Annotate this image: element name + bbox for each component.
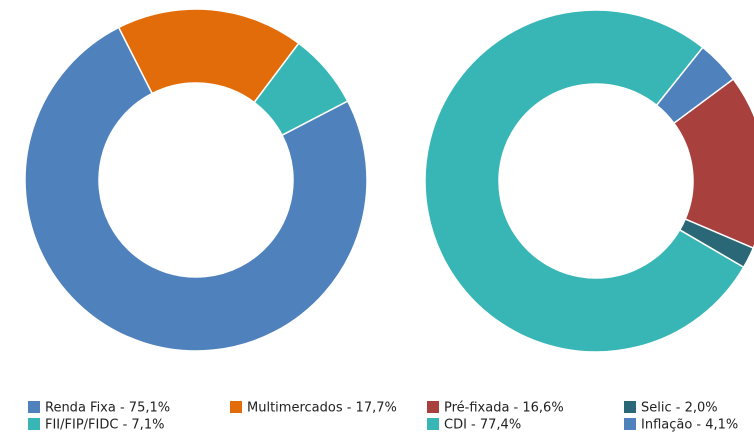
legend-label: Multimercados - 17,7% [247,401,397,416]
legend-label: Pré-fixada - 16,6% [444,401,564,416]
legend-label: Inflação - 4,1% [641,418,738,433]
legend-label: CDI - 77,4% [444,418,521,433]
legend-label: Renda Fixa - 75,1% [45,401,170,416]
legend-swatch [28,401,40,413]
legend-label: Selic - 2,0% [641,401,718,416]
legend-swatch [28,418,40,430]
donut-slice [253,42,349,137]
donut-slice [24,26,368,352]
legend-swatch [427,401,439,413]
legend-swatch [230,401,242,413]
donut-slice [655,46,735,125]
legend-swatch [624,418,636,430]
legend-swatch [624,401,636,413]
legend-swatch [427,418,439,430]
legend-label: FII/FIP/FIDC - 7,1% [45,418,164,433]
